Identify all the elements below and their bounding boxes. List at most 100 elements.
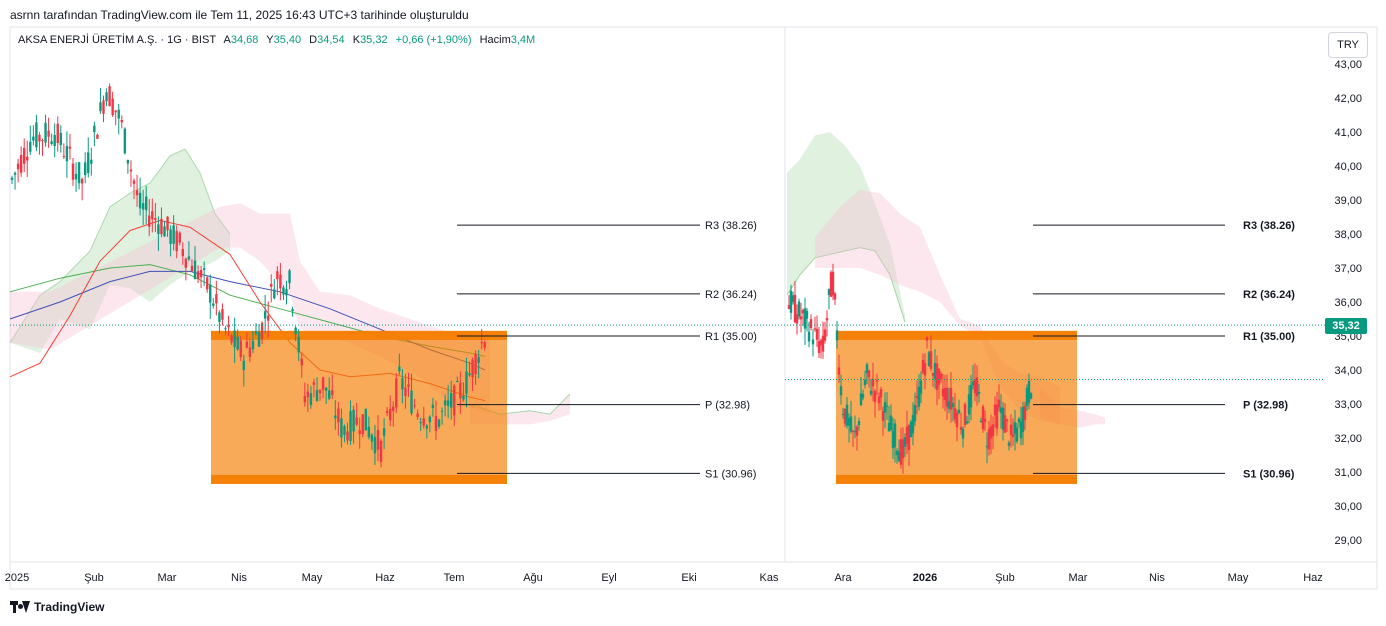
candle-left-body: [260, 322, 264, 339]
candle-right-body: [969, 384, 973, 408]
candle-right-body: [797, 301, 801, 317]
x-tick-label: Tem: [444, 572, 465, 584]
candle-right-body: [961, 428, 965, 439]
candle-right-body: [981, 406, 985, 430]
candle-right-body: [939, 373, 943, 379]
candle-left-body: [154, 218, 157, 220]
candle-left-body: [398, 366, 401, 372]
x-tick-label: Mar: [1069, 572, 1088, 584]
candle-right-body: [891, 430, 895, 449]
candle-right-body: [951, 403, 955, 408]
candle-left-body: [187, 256, 191, 260]
candle-right-body: [855, 426, 859, 436]
candle-right-body: [959, 426, 963, 430]
candle-right-body: [827, 289, 831, 296]
candle-left-body: [349, 411, 352, 441]
candle-right-body: [941, 388, 945, 397]
candle-right-body: [793, 294, 797, 323]
candle-left-body: [401, 378, 404, 390]
candle-left-body: [96, 134, 99, 139]
candle-right-body: [967, 394, 971, 415]
candle-left-body: [141, 203, 145, 210]
candle-left-body: [13, 172, 17, 175]
candle-right-body: [975, 377, 979, 397]
x-tick-label: Haz: [1303, 572, 1323, 584]
symbol-name[interactable]: AKSA ENERJİ ÜRETİM A.Ş. · 1G · BIST: [18, 34, 217, 46]
candle-right-body: [841, 414, 845, 416]
candle-left-body: [108, 86, 111, 107]
candle-right-body: [847, 418, 851, 426]
candle-left-body: [367, 426, 371, 438]
candle-left-body: [248, 347, 252, 357]
candle-right-body: [897, 451, 901, 462]
candle-right-body: [859, 393, 863, 406]
open-label: A: [223, 34, 231, 46]
candle-left-body: [105, 92, 108, 102]
last-price-tag: 35,32: [1325, 318, 1367, 334]
candle-right-body: [1015, 427, 1019, 442]
candle-left-body: [87, 152, 90, 173]
candle-left-body: [202, 268, 206, 270]
candle-left-body: [254, 331, 258, 334]
candle-right-body: [911, 415, 915, 434]
candle-left-body: [446, 400, 450, 406]
candle-left-body: [355, 417, 358, 425]
candle-right-body: [873, 390, 877, 403]
y-tick-label: 32,00: [1334, 433, 1362, 445]
candle-left-body: [373, 436, 377, 454]
candle-left-body: [303, 395, 306, 403]
candle-left-body: [453, 385, 456, 416]
candle-right-body: [935, 363, 939, 390]
candle-right-body: [931, 372, 935, 376]
footer-brand[interactable]: TradingView: [10, 600, 104, 614]
candle-right-body: [1027, 380, 1031, 403]
candle-left-body: [32, 136, 35, 141]
candle-left-body: [38, 134, 41, 142]
candle-right-body: [1001, 407, 1005, 430]
candle-right-body: [999, 407, 1003, 413]
currency-button[interactable]: TRY: [1328, 32, 1368, 58]
candle-right-body: [991, 424, 995, 437]
candle-right-body: [853, 431, 857, 433]
y-tick-label: 41,00: [1334, 127, 1362, 139]
candle-right-body: [929, 351, 933, 369]
candle-left-body: [16, 163, 20, 170]
candle-left-body: [450, 393, 453, 408]
candle-right-body: [861, 393, 865, 398]
candle-left-body: [193, 260, 197, 279]
candle-left-body: [306, 391, 310, 398]
candle-left-body: [318, 389, 322, 394]
high-label: Y: [266, 34, 274, 46]
candle-right-body: [913, 405, 917, 422]
candle-left-body: [47, 130, 50, 137]
candle-left-body: [324, 387, 328, 391]
candle-right-body: [889, 415, 893, 430]
volume-value: 3,4M: [510, 34, 536, 46]
candle-right-body: [953, 408, 957, 420]
candle-left-body: [74, 173, 78, 180]
close-value: 35,32: [360, 34, 388, 46]
candle-right-body: [809, 319, 813, 329]
candle-right-body: [989, 426, 993, 439]
candle-right-body: [795, 314, 799, 324]
x-tick-label: 2026: [913, 572, 937, 584]
candle-left-body: [462, 395, 465, 400]
cloud-green-left: [10, 149, 230, 353]
candle-left-body: [135, 190, 139, 196]
candle-right-body: [925, 337, 929, 341]
candle-right-body: [899, 439, 903, 465]
candle-left-body: [19, 155, 23, 173]
cloud-red-left: [10, 203, 490, 415]
candle-left-body: [477, 357, 480, 363]
candle-left-body: [29, 141, 32, 152]
candle-right-body: [915, 396, 919, 399]
candle-right-body: [885, 405, 889, 407]
change-value: +0,66 (+1,90%): [395, 34, 472, 46]
low-label: D: [309, 34, 318, 46]
candle-right-body: [1017, 418, 1021, 423]
candle-left-body: [169, 229, 172, 244]
y-tick-label: 29,00: [1334, 535, 1362, 547]
candle-left-body: [111, 98, 114, 116]
candle-left-body: [126, 160, 130, 164]
